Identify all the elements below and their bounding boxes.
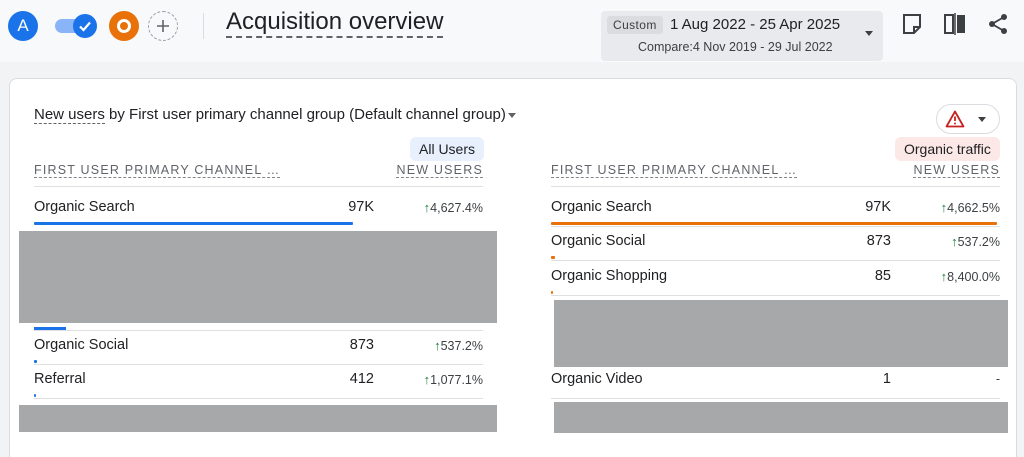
- redacted-region: [554, 402, 1008, 433]
- arrow-up-icon: ↑: [951, 234, 958, 249]
- comparison-avatar[interactable]: [109, 11, 139, 41]
- row-value: 97K: [865, 199, 891, 215]
- arrow-up-icon: ↑: [423, 372, 431, 387]
- redacted-region: [554, 300, 1008, 367]
- comparison-ring-icon: [117, 19, 131, 33]
- chevron-down-icon: [978, 117, 986, 122]
- row-change: ↑537.2%: [951, 234, 1000, 249]
- table-row[interactable]: Organic Search 97K ↑4,662.5%: [551, 192, 1000, 226]
- user-avatar[interactable]: A: [8, 11, 38, 41]
- row-value: 97K: [348, 199, 374, 215]
- arrow-up-icon: ↑: [940, 200, 948, 215]
- row-value: 1: [882, 371, 891, 387]
- row-divider: [34, 398, 483, 399]
- column-header-new-users[interactable]: NEW USERS: [396, 163, 483, 178]
- column-header-channel[interactable]: FIRST USER PRIMARY CHANNEL …: [34, 163, 281, 178]
- table-row[interactable]: Organic Social 873 ↑537.2%: [34, 330, 483, 364]
- row-channel: Organic Social: [551, 233, 646, 249]
- page-title: Acquisition overview: [226, 8, 444, 38]
- table-row[interactable]: Organic Video 1 -: [551, 364, 1000, 398]
- insights-icon[interactable]: [900, 12, 924, 36]
- row-divider: [34, 330, 483, 331]
- row-divider: [551, 226, 1000, 227]
- row-value: 873: [866, 233, 891, 249]
- table-row[interactable]: Organic Shopping 85 ↑8,400.0%: [551, 261, 1000, 295]
- date-range-picker[interactable]: Custom 1 Aug 2022 - 25 Apr 2025 Compare:…: [601, 11, 883, 61]
- row-divider: [551, 260, 1000, 261]
- header-divider: [34, 186, 483, 187]
- row-value: 412: [349, 371, 374, 387]
- row-value: 85: [874, 268, 891, 284]
- table-row[interactable]: Organic Social 873 ↑537.2%: [551, 226, 1000, 260]
- row-bar: [34, 327, 66, 330]
- chevron-down-icon: [865, 31, 873, 36]
- row-change: ↑4,662.5%: [940, 200, 1000, 215]
- table-row[interactable]: Organic Search 97K ↑4,627.4%: [34, 192, 483, 226]
- divider: [203, 13, 204, 39]
- row-divider: [551, 398, 1000, 399]
- card-title[interactable]: New users by First user primary channel …: [34, 106, 516, 124]
- top-bar: A Acquisition overview Custom 1 Aug 2022…: [0, 0, 1024, 62]
- row-channel: Organic Social: [34, 337, 129, 353]
- column-header-channel[interactable]: FIRST USER PRIMARY CHANNEL …: [551, 163, 798, 178]
- comparison-toggle[interactable]: [55, 14, 97, 38]
- row-bar: [34, 394, 36, 397]
- segment-chip-all-users: All Users: [410, 137, 485, 161]
- date-range-main: 1 Aug 2022 - 25 Apr 2025: [670, 16, 841, 33]
- acquisition-card: New users by First user primary channel …: [9, 78, 1017, 457]
- row-value: 873: [349, 337, 374, 353]
- row-divider: [34, 364, 483, 365]
- row-change: -: [995, 372, 1000, 386]
- table-row[interactable]: Referral 412 ↑1,077.1%: [34, 364, 483, 398]
- add-comparison-button[interactable]: [148, 11, 178, 41]
- row-channel: Referral: [34, 371, 86, 387]
- segment-chip-organic-traffic: Organic traffic: [895, 137, 1000, 161]
- toggle-knob: [73, 14, 97, 38]
- row-change: ↑537.2%: [434, 338, 483, 353]
- arrow-up-icon: ↑: [423, 200, 431, 215]
- row-channel: Organic Shopping: [551, 268, 668, 284]
- data-quality-button[interactable]: [936, 104, 1000, 134]
- chevron-down-icon[interactable]: [507, 112, 516, 118]
- row-channel: Organic Video: [551, 371, 643, 387]
- row-bar: [34, 222, 353, 225]
- row-change: ↑8,400.0%: [940, 269, 1000, 284]
- row-bar: [551, 256, 555, 259]
- add-icon: [157, 20, 169, 32]
- dimension-label: by First user primary channel group (Def…: [104, 106, 506, 123]
- redacted-region: [19, 405, 497, 432]
- row-bar: [34, 360, 37, 363]
- row-divider: [551, 295, 1000, 296]
- check-icon: [79, 21, 91, 32]
- metric-selector[interactable]: New users: [34, 106, 105, 124]
- date-range-chip: Custom: [607, 16, 663, 34]
- row-channel: Organic Search: [551, 199, 652, 215]
- header-divider: [551, 186, 1000, 187]
- row-bar: [551, 291, 553, 294]
- compare-icon[interactable]: [943, 12, 967, 36]
- row-bar: [551, 222, 997, 225]
- redacted-region: [19, 231, 497, 323]
- column-header-new-users[interactable]: NEW USERS: [913, 163, 1000, 178]
- row-change: ↑4,627.4%: [423, 200, 483, 215]
- row-channel: Organic Search: [34, 199, 135, 215]
- date-range-compare: Compare:4 Nov 2019 - 29 Jul 2022: [638, 40, 833, 54]
- arrow-up-icon: ↑: [434, 338, 441, 353]
- warning-icon: [945, 110, 965, 128]
- share-icon[interactable]: [986, 12, 1010, 36]
- arrow-up-icon: ↑: [940, 269, 948, 284]
- row-change: ↑1,077.1%: [423, 372, 483, 387]
